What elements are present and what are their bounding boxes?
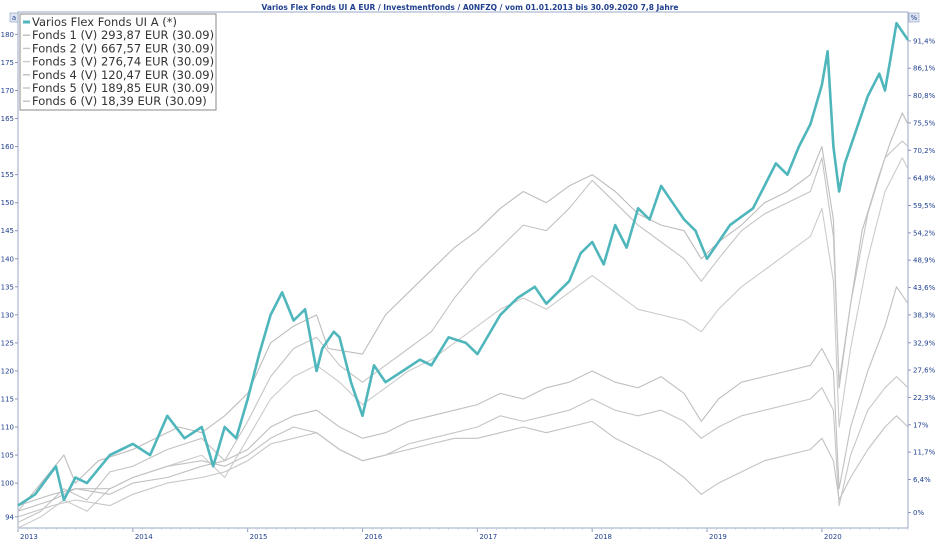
legend: Varios Flex Fonds UI A (*)Fonds 1 (V) 29… [19,13,217,111]
y-right-tick-label: 27,6% [913,367,936,375]
y-left-tick-label: 175 [1,59,14,67]
y-right-tick-label: 91,4% [913,37,936,45]
y-left-tick-label: 170 [1,87,14,95]
x-tick-label: 2016 [365,533,383,541]
y-right-tick-label: 0% [913,509,924,517]
series-line-2 [17,140,909,523]
y-right-tick-label: 86,1% [913,65,936,73]
legend-item-label: Fonds 5 (V) 189,85 EUR (30.09) [32,81,214,95]
y-left-tick-label: 165 [1,115,14,123]
legend-item-label: Fonds 1 (V) 293,87 EUR (30.09) [32,28,214,42]
y-left-tick-label: 145 [1,227,14,235]
y-left-tick-label: 115 [1,396,14,404]
y-right-tick-label: 80,8% [913,92,936,100]
y-left-tick-label: 150 [1,199,14,207]
y-left-tick-label: 100 [1,480,14,488]
y-left-tick-label: 105 [1,452,14,460]
y-right-tick-label: 32,9% [913,339,936,347]
x-tick-label: 2017 [479,533,497,541]
x-tick-label: 2020 [824,533,842,541]
y-axis-right: 0% 6,4% 11,7% 17% 22,3% 27,6% 32,9% 38,3% 43,6% 4… [908,37,936,517]
y-right-tick-label: 54,2% [913,229,936,237]
legend-item-label: Varios Flex Fonds UI A (*) [32,15,177,29]
legend-item-label: Fonds 6 (V) 18,39 EUR (30.09) [32,94,207,108]
legend-item-label: Fonds 3 (V) 276,74 EUR (30.09) [32,55,214,69]
y-left-tick-label: 160 [1,143,14,151]
y-right-tick-label: 11,7% [913,449,936,457]
corner-label-left: a [12,14,16,22]
y-right-tick-label: 48,9% [913,257,936,265]
y-axis-left: 94 100 105 110 115 120 125 130 135 140 145 150 155 16… [1,31,18,521]
series-line-1 [17,112,909,512]
x-tick-label: 2015 [250,533,268,541]
x-tick-label: 2018 [594,533,612,541]
series-line-0 [17,21,910,507]
legend-item-label: Fonds 2 (V) 667,57 EUR (30.09) [32,41,214,55]
y-right-tick-label: 75,5% [913,119,936,127]
chart-title: Varios Flex Fonds UI A EUR / Investmentf… [262,3,679,12]
series-line-3 [17,157,909,529]
x-axis: 2013 2014 2015 2016 2017 2018 2019 2020 [17,528,909,541]
series-line-6 [17,415,909,507]
series-line-5 [17,376,909,518]
y-right-tick-label: 43,6% [913,284,936,292]
y-left-tick-label: 140 [1,255,14,263]
y-right-tick-label: 17% [913,421,929,429]
y-left-tick-label: 130 [1,311,14,319]
y-left-tick-label: 94 [5,513,14,521]
y-right-tick-label: 70,2% [913,147,936,155]
x-tick-label: 2019 [709,533,727,541]
y-left-tick-label: 155 [1,171,14,179]
y-right-tick-label: 6,4% [913,476,931,484]
y-right-tick-label: 38,3% [913,311,936,319]
y-right-tick-label: 22,3% [913,394,936,402]
y-left-tick-label: 135 [1,283,14,291]
series-lines [17,21,910,529]
x-tick-label: 2013 [20,533,38,541]
y-right-tick-label: 59,5% [913,202,936,210]
y-left-tick-label: 125 [1,339,14,347]
x-tick-label: 2014 [135,533,153,541]
y-left-tick-label: 120 [1,367,14,375]
y-right-tick-label: 64,8% [913,175,936,183]
y-left-tick-label: 110 [1,424,14,432]
corner-label-right: % [911,14,918,22]
series-line-4 [17,286,909,512]
y-left-tick-label: 180 [1,31,14,39]
legend-item-label: Fonds 4 (V) 120,47 EUR (30.09) [32,68,214,82]
plot-frame [17,11,909,529]
